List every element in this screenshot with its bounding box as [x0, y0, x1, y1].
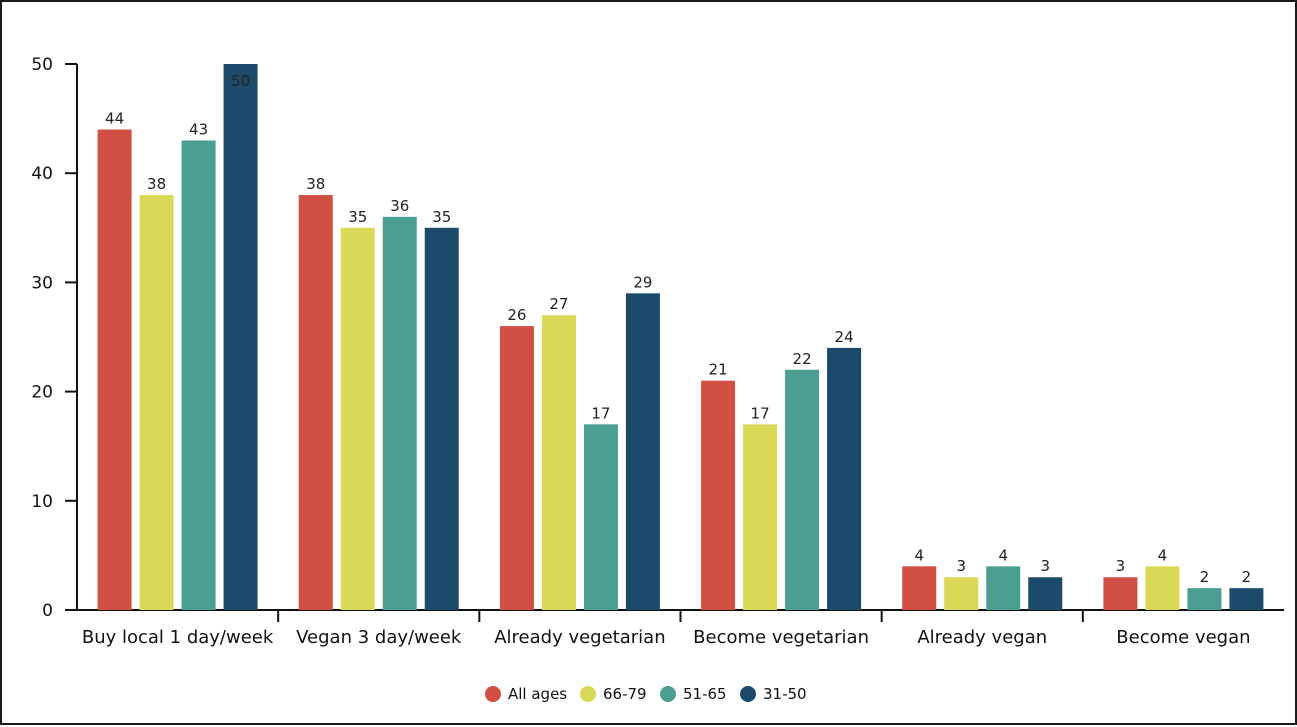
bars [97, 64, 1264, 611]
data-label: 3 [1040, 557, 1050, 575]
data-label: 4 [998, 546, 1008, 564]
data-label: 3 [1116, 557, 1126, 575]
data-label: 17 [591, 404, 610, 422]
bar [223, 64, 258, 610]
legend-swatch [580, 686, 596, 702]
bar [1028, 577, 1063, 610]
data-label: 35 [432, 208, 451, 226]
bar [625, 293, 660, 610]
bar [541, 315, 576, 610]
data-label: 27 [549, 295, 568, 313]
bar [1145, 566, 1180, 610]
legend-swatch [660, 686, 676, 702]
data-label: 3 [956, 557, 966, 575]
data-label: 35 [348, 208, 367, 226]
bar [181, 140, 216, 610]
y-tick-label: 0 [42, 601, 53, 621]
bar [827, 347, 862, 610]
legend-label: 66-79 [603, 685, 647, 703]
data-label: 24 [835, 328, 854, 346]
axes: 0 10 20 30 40 50 Buy local 1 day/week Vegan 3 d… [31, 55, 1284, 648]
bar [382, 216, 417, 610]
bar [499, 326, 534, 610]
bar [583, 424, 618, 610]
data-label: 29 [633, 273, 652, 291]
y-tick-label: 30 [31, 273, 53, 293]
data-label: 38 [147, 175, 166, 193]
x-category-label: Vegan 3 day/week [296, 627, 462, 648]
bar [97, 129, 132, 610]
data-label: 2 [1200, 568, 1210, 586]
data-label: 2 [1242, 568, 1252, 586]
data-label: 44 [105, 110, 124, 128]
data-label: 4 [1158, 546, 1168, 564]
bar [1103, 577, 1138, 610]
data-label: 36 [390, 197, 409, 215]
y-tick-label: 20 [31, 383, 53, 403]
legend-swatch [485, 686, 501, 702]
legend-label: 51-65 [683, 685, 727, 703]
bar [1187, 588, 1222, 610]
data-label: 4 [914, 546, 924, 564]
bar [785, 369, 820, 610]
data-label: 50 [231, 72, 250, 90]
data-label: 38 [306, 175, 325, 193]
data-label: 26 [507, 306, 526, 324]
legend-label: All ages [508, 685, 567, 703]
data-label: 17 [751, 404, 770, 422]
bar [298, 195, 333, 611]
bar [701, 380, 736, 610]
bar [424, 227, 459, 611]
x-category-label: Become vegan [1116, 627, 1250, 648]
y-tick-label: 50 [31, 55, 53, 75]
y-tick-label: 40 [31, 164, 53, 184]
y-tick-label: 10 [31, 492, 53, 512]
legend: All ages 66-79 51-65 31-50 [485, 685, 807, 703]
legend-swatch [740, 686, 756, 702]
bar [986, 566, 1021, 610]
x-category-label: Already vegan [917, 627, 1047, 648]
data-label: 21 [709, 361, 728, 379]
bar [139, 195, 174, 611]
x-category-label: Already vegetarian [494, 627, 665, 648]
legend-label: 31-50 [763, 685, 807, 703]
x-category-label: Buy local 1 day/week [82, 627, 274, 648]
bar [743, 424, 778, 610]
data-label: 22 [793, 350, 812, 368]
bar [340, 227, 375, 611]
data-label: 43 [189, 120, 208, 138]
bar [902, 566, 937, 610]
x-category-label: Become vegetarian [693, 627, 869, 648]
bar [1229, 588, 1264, 610]
bar [944, 577, 979, 610]
